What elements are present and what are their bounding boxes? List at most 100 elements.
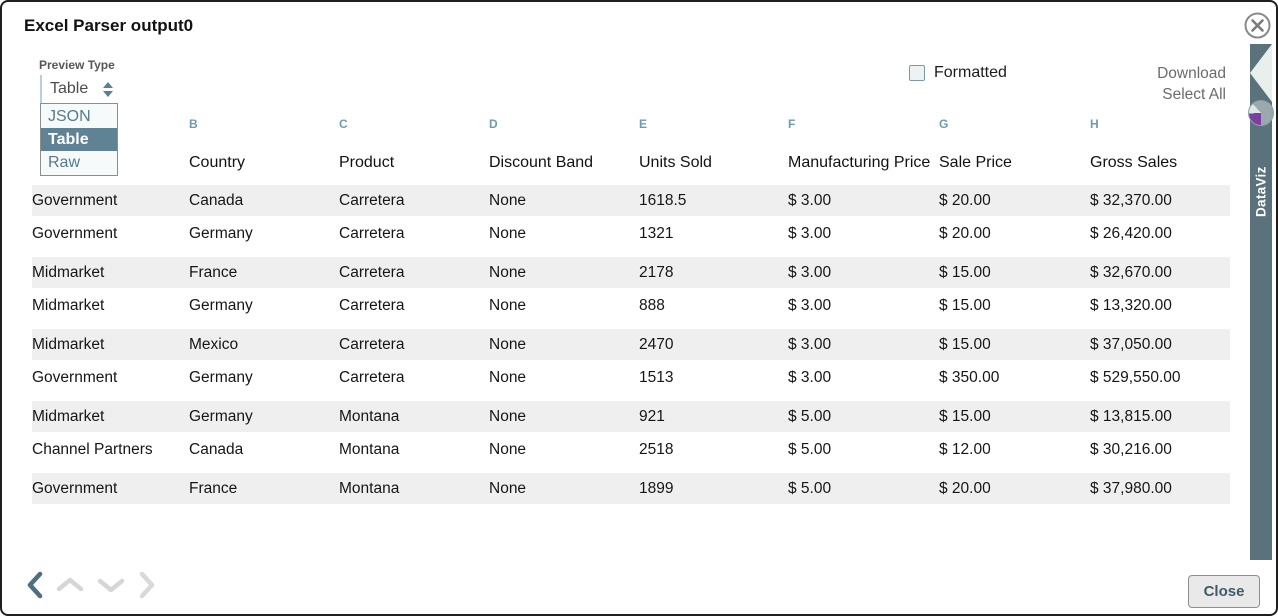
- download-link[interactable]: Download: [1157, 65, 1226, 82]
- pagination-controls: [24, 570, 157, 600]
- column-header: Manufacturing Price: [788, 154, 931, 171]
- data-cell: None: [489, 297, 527, 314]
- column-header: Sale Price: [939, 154, 1012, 171]
- data-cell: $ 3.00: [788, 225, 832, 242]
- data-cell: 1899: [639, 480, 674, 497]
- data-cell: $ 32,370.00: [1090, 192, 1172, 209]
- column-header: Gross Sales: [1090, 154, 1178, 171]
- fold-chevron-icon: [1250, 44, 1272, 102]
- data-cell: None: [489, 408, 527, 425]
- data-cell: None: [489, 192, 527, 209]
- data-cell: 1321: [639, 225, 674, 242]
- column-header: Units Sold: [639, 154, 712, 171]
- data-cell: $ 5.00: [788, 480, 832, 497]
- data-cell: None: [489, 480, 527, 497]
- data-cell: Mexico: [189, 336, 239, 353]
- table-row: Midmarket Germany Carretera None 888 $ 3.00 $ …: [32, 290, 1230, 326]
- data-cell: $ 20.00: [939, 192, 991, 209]
- data-cell: Midmarket: [32, 297, 105, 314]
- data-cell: Canada: [189, 441, 244, 458]
- data-cell: 1513: [639, 369, 674, 386]
- data-cell: 921: [639, 408, 665, 425]
- data-cell: None: [489, 441, 527, 458]
- data-cell: 2518: [639, 441, 674, 458]
- data-cell: Government: [32, 225, 118, 242]
- data-cell: $ 32,670.00: [1090, 264, 1172, 281]
- column-headers-row: Country Product Discount Band Units Sold Man…: [32, 142, 1230, 182]
- data-cell: None: [489, 264, 527, 281]
- data-cell: Midmarket: [32, 336, 105, 353]
- chevron-left-icon[interactable]: [24, 570, 44, 600]
- chevron-right-icon[interactable]: [137, 570, 157, 600]
- column-letters-row: B C D E F G H: [32, 114, 1230, 142]
- table-row: Channel Partners Canada Montana None 2518 $ 5…: [32, 434, 1230, 470]
- table-row: Government France Montana None 1899 $ 5.00 $ 2…: [32, 470, 1230, 506]
- formatted-checkbox[interactable]: [909, 65, 925, 81]
- data-cell: Germany: [189, 297, 253, 314]
- table-row: Government Germany Carretera None 1321 $ 3.00…: [32, 218, 1230, 254]
- formatted-option: Formatted: [909, 64, 1007, 82]
- preview-type-option-json[interactable]: JSON: [48, 108, 91, 125]
- data-cell: Channel Partners: [32, 441, 153, 458]
- data-grid: B C D E F G H Country Product Discount Band Units …: [32, 114, 1230, 506]
- table-row: Midmarket Germany Montana None 921 $ 5.00 $ 15…: [32, 398, 1230, 434]
- data-cell: $ 13,815.00: [1090, 408, 1172, 425]
- preview-type-option-table[interactable]: Table: [41, 128, 117, 151]
- data-cell: $ 15.00: [939, 408, 991, 425]
- column-header: Product: [339, 154, 395, 171]
- data-cell: France: [189, 264, 238, 281]
- data-cell: $ 3.00: [788, 297, 832, 314]
- data-cell: $ 3.00: [788, 192, 832, 209]
- data-cell: Carretera: [339, 192, 405, 209]
- data-cell: Midmarket: [32, 408, 105, 425]
- data-cell: None: [489, 369, 527, 386]
- preview-type-select[interactable]: Table: [40, 75, 118, 103]
- column-letter: C: [339, 117, 348, 131]
- data-cell: Carretera: [339, 264, 405, 281]
- select-all-link[interactable]: Select All: [1162, 86, 1226, 103]
- data-cell: $ 529,550.00: [1090, 369, 1181, 386]
- chevron-up-icon[interactable]: [55, 575, 85, 595]
- data-cell: Government: [32, 480, 118, 497]
- data-cell: $ 350.00: [939, 369, 1000, 386]
- dataviz-side-tab[interactable]: DataViz: [1248, 44, 1274, 560]
- column-letter: E: [639, 117, 648, 131]
- dataviz-label: DataViz: [1253, 166, 1269, 218]
- data-cell: None: [489, 336, 527, 353]
- column-letter: B: [189, 117, 198, 131]
- table-row: Government Germany Carretera None 1513 $ 3.00…: [32, 362, 1230, 398]
- data-cell: $ 3.00: [788, 264, 832, 281]
- close-icon[interactable]: [1244, 12, 1271, 39]
- data-cell: Montana: [339, 441, 400, 458]
- data-cell: Carretera: [339, 369, 405, 386]
- chevron-down-icon[interactable]: [96, 575, 126, 595]
- data-cell: Germany: [189, 225, 253, 242]
- table-row: Midmarket France Carretera None 2178 $ 3.00 $ …: [32, 254, 1230, 290]
- data-cell: France: [189, 480, 238, 497]
- data-cell: 2470: [639, 336, 674, 353]
- data-cell: $ 26,420.00: [1090, 225, 1172, 242]
- data-cell: Montana: [339, 480, 400, 497]
- data-cell: Germany: [189, 408, 253, 425]
- data-cell: $ 15.00: [939, 297, 991, 314]
- table-row: Government Canada Carretera None 1618.5 $ 3.0…: [32, 182, 1230, 218]
- preview-type-option-raw[interactable]: Raw: [48, 154, 81, 171]
- dialog-title: Excel Parser output0: [24, 16, 194, 35]
- data-cell: Carretera: [339, 297, 405, 314]
- data-cell: Montana: [339, 408, 400, 425]
- data-cell: $ 12.00: [939, 441, 991, 458]
- close-button[interactable]: Close: [1188, 575, 1260, 608]
- data-cell: $ 30,216.00: [1090, 441, 1172, 458]
- data-cell: Midmarket: [32, 264, 105, 281]
- up-down-spinner-icon: [103, 81, 113, 97]
- data-cell: $ 5.00: [788, 408, 832, 425]
- data-cell: Government: [32, 192, 118, 209]
- data-cell: $ 15.00: [939, 336, 991, 353]
- table-row: Midmarket Mexico Carretera None 2470 $ 3.00 $ …: [32, 326, 1230, 362]
- data-cell: $ 3.00: [788, 369, 832, 386]
- data-cell: Carretera: [339, 336, 405, 353]
- pie-chart-icon: [1248, 100, 1274, 126]
- preview-type-options: JSON Table Raw: [40, 103, 118, 176]
- preview-type-value: Table: [50, 80, 89, 97]
